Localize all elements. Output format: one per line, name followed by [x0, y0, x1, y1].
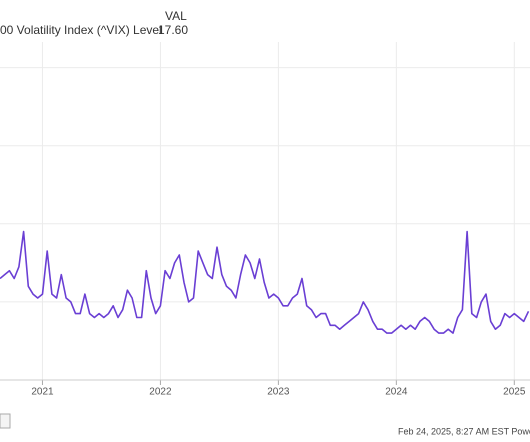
footer: Feb 24, 2025, 8:27 AM EST Powered by [398, 426, 530, 436]
series-line [0, 230, 530, 334]
x-tick-label: 2025 [503, 387, 526, 398]
x-tick-label: 2024 [385, 387, 408, 398]
legend-value: 17.60 [158, 23, 188, 37]
logo-icon [0, 413, 11, 429]
x-tick-label: 2023 [267, 387, 290, 398]
legend-header: VAL [165, 9, 187, 23]
legend-entry: 00 Volatility Index (^VIX) Level [0, 23, 162, 37]
x-tick-label: 2022 [149, 387, 172, 398]
x-tick-label: 2021 [31, 387, 54, 398]
